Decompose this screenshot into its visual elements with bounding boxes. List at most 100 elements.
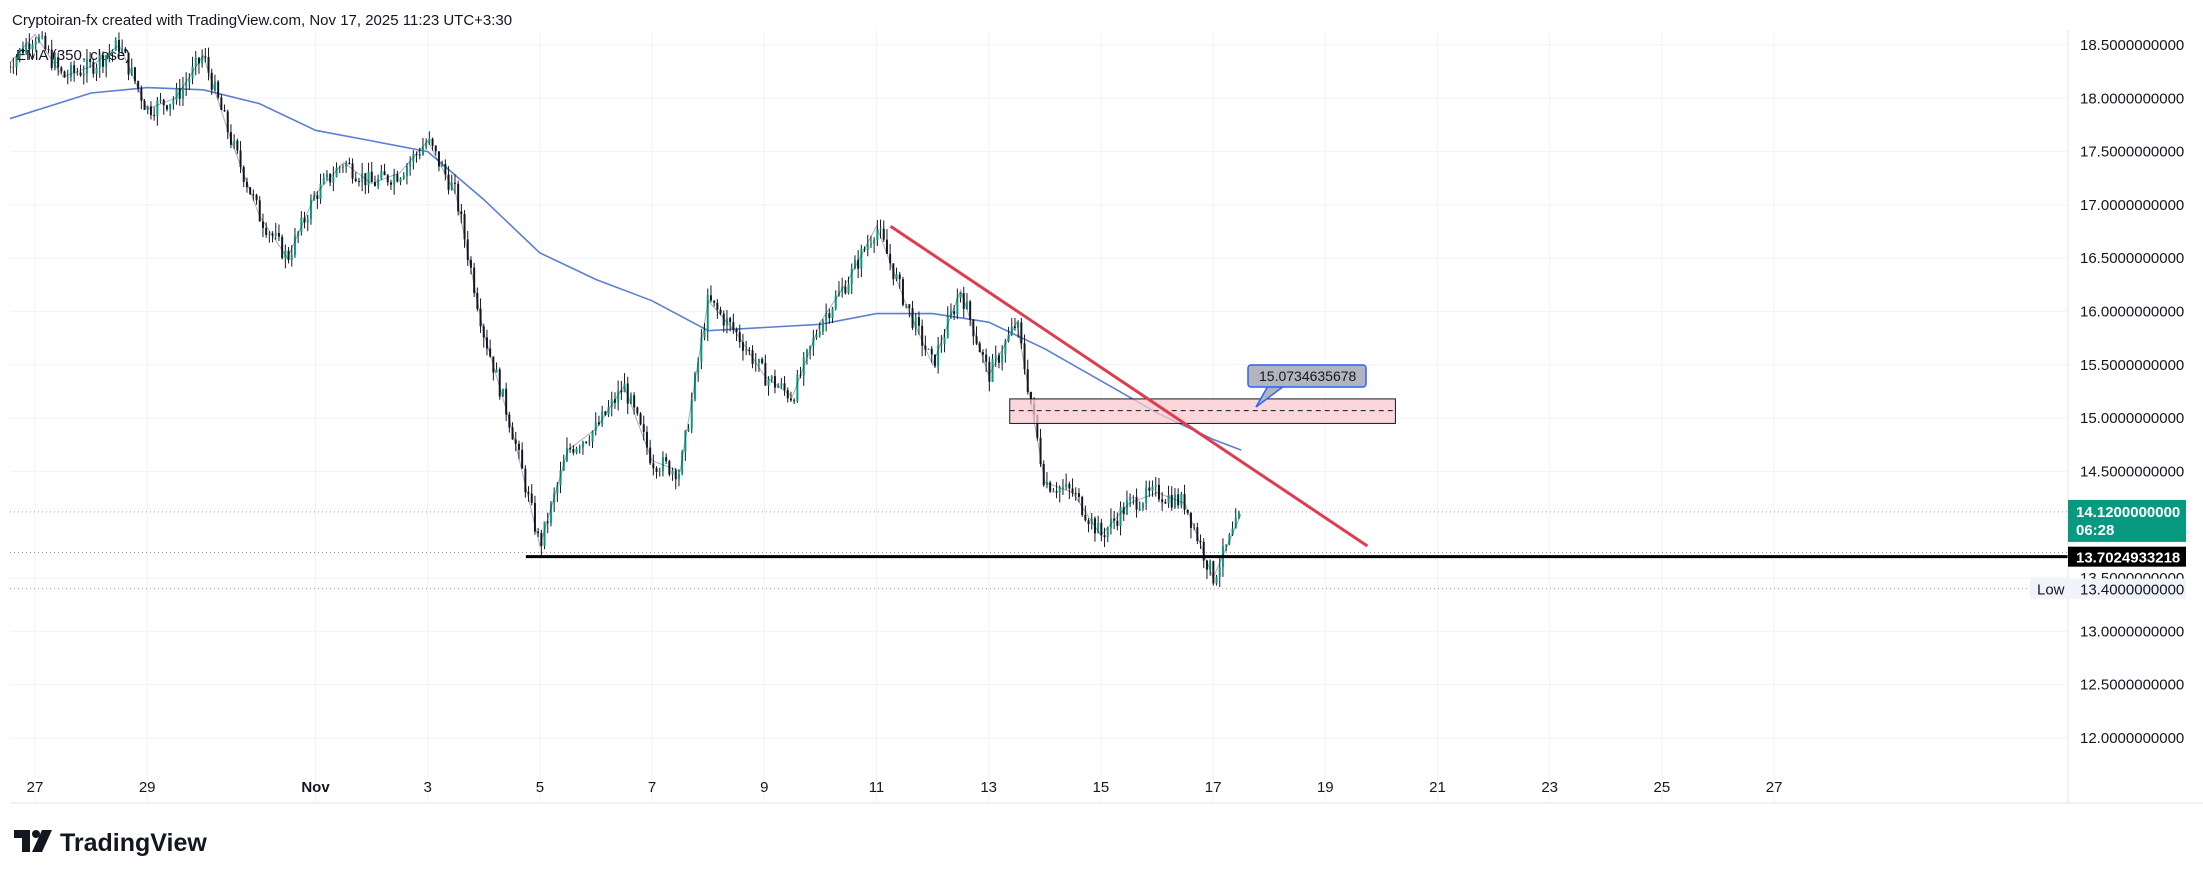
- candle-body: [354, 178, 357, 182]
- candle-body: [873, 239, 876, 244]
- candle-body: [495, 369, 498, 373]
- candle-body: [809, 346, 812, 350]
- candle-body: [706, 295, 709, 331]
- candle-body: [437, 151, 440, 167]
- candle-body: [229, 132, 232, 145]
- candle-body: [831, 308, 834, 318]
- price-axis[interactable]: 18.5000000000 18.0000000000 17.5000000000 1…: [2080, 37, 2184, 747]
- support-level-value: 13.7024933218: [2076, 550, 2180, 567]
- candle-body: [1013, 326, 1016, 328]
- candle-body: [1058, 487, 1061, 493]
- candle-body: [1157, 484, 1160, 500]
- time-axis[interactable]: 27 29 Nov 3 5 7 9 11 13 15 17 19 21 23 25 27: [27, 779, 1783, 796]
- candle-body: [1020, 322, 1023, 344]
- candle-body: [1071, 488, 1074, 494]
- candle-body: [1029, 391, 1032, 404]
- candle-body: [604, 411, 607, 415]
- candle-body: [978, 343, 981, 353]
- current-price-value: 14.1200000000: [2076, 504, 2180, 521]
- candle-body: [201, 56, 204, 64]
- current-price-tag: [2068, 499, 2186, 542]
- candle-body: [553, 493, 556, 504]
- candle-body: [162, 99, 165, 106]
- candle-body: [322, 177, 325, 184]
- candle-body: [210, 72, 213, 90]
- candle-body: [409, 161, 412, 167]
- candle-body: [402, 175, 405, 179]
- candle-body: [588, 441, 591, 443]
- candle-body: [489, 348, 492, 357]
- candle-body: [21, 48, 24, 54]
- y-tick-label: 17.5000000000: [2080, 144, 2184, 161]
- candle-body: [594, 422, 597, 432]
- candle-body: [1106, 527, 1109, 538]
- candle-body: [396, 174, 399, 182]
- candle-body: [60, 67, 63, 72]
- candle-body: [697, 361, 700, 374]
- candle-body: [1074, 493, 1077, 495]
- candle-body: [50, 49, 53, 68]
- candle-body: [572, 448, 575, 453]
- candle-body: [796, 374, 799, 402]
- y-tick-label: 12.0000000000: [2080, 730, 2184, 747]
- y-tick-label: 16.5000000000: [2080, 250, 2184, 267]
- candle-body: [725, 318, 728, 326]
- candle-body: [1026, 369, 1029, 392]
- candle-body: [149, 106, 152, 116]
- candle-body: [876, 228, 879, 240]
- candle-body: [12, 67, 15, 69]
- candle-body: [636, 407, 639, 414]
- candle-body: [25, 43, 28, 54]
- candle-body: [290, 254, 293, 260]
- candle-body: [1042, 463, 1045, 486]
- candle-body: [1103, 535, 1106, 538]
- y-tick-label: 12.5000000000: [2080, 677, 2184, 694]
- candle-body: [581, 441, 584, 448]
- candle-body: [1036, 415, 1039, 438]
- candle-body: [527, 492, 530, 494]
- candle-body: [850, 268, 853, 284]
- candle-body: [341, 166, 344, 168]
- candle-body: [319, 183, 322, 200]
- candle-body: [655, 468, 658, 472]
- candle-body: [69, 65, 72, 77]
- candle-body: [98, 55, 101, 68]
- candle-body: [6, 66, 8, 67]
- candle-body: [313, 195, 316, 200]
- candle-body: [988, 361, 991, 382]
- candle-body: [1218, 567, 1221, 577]
- low-label: Low: [2037, 582, 2065, 599]
- drawings-layer: [525, 224, 2068, 559]
- candle-body: [479, 308, 482, 327]
- candle-body: [1209, 561, 1212, 570]
- indicator-legend: EMA (350, close): [16, 47, 130, 64]
- candle-body: [869, 243, 872, 245]
- candle-body: [649, 447, 652, 464]
- candle-body: [1215, 576, 1218, 584]
- candle-body: [335, 168, 338, 177]
- candle-body: [297, 232, 300, 236]
- candle-body: [1170, 495, 1173, 508]
- candle-body: [828, 313, 831, 318]
- candle-body: [1180, 493, 1183, 506]
- y-tick-label: 17.0000000000: [2080, 197, 2184, 214]
- candle-body: [281, 236, 284, 259]
- candle-body: [348, 162, 351, 164]
- candle-body: [306, 219, 309, 223]
- candle-body: [399, 178, 402, 182]
- low-label-bg: [2030, 578, 2068, 599]
- candle-body: [300, 217, 303, 233]
- candle-body: [1065, 483, 1068, 488]
- candle-body: [681, 452, 684, 474]
- candle-body: [265, 228, 268, 235]
- candle-body: [383, 171, 386, 176]
- candle-body: [1205, 560, 1208, 570]
- candle-body: [255, 194, 258, 201]
- candle-body: [76, 72, 79, 74]
- candle-body: [393, 174, 396, 185]
- candle-body: [316, 195, 319, 200]
- candle-body: [933, 354, 936, 367]
- candle-body: [460, 211, 463, 215]
- candle-body: [1087, 520, 1090, 525]
